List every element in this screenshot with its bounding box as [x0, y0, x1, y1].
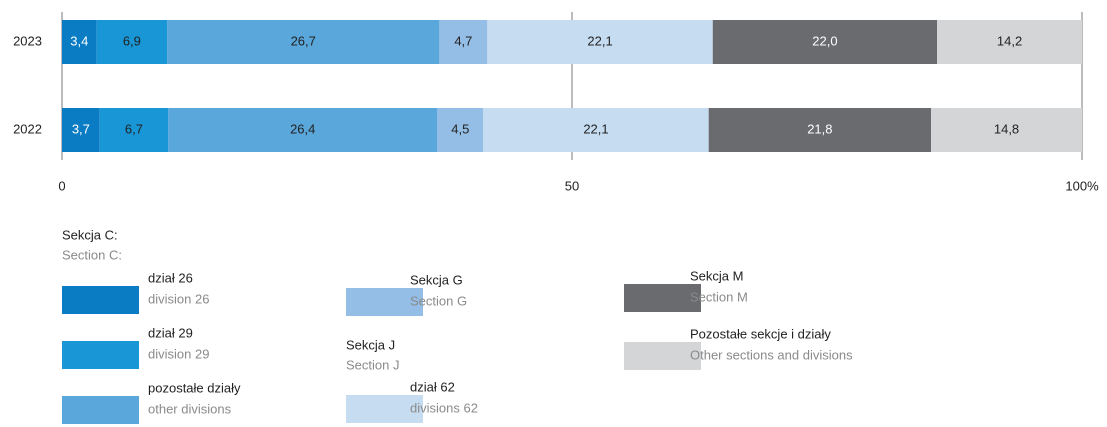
legend-label: dział 29	[148, 325, 193, 340]
legend-label-en: Other sections and divisions	[690, 347, 853, 362]
bar-segment	[708, 108, 932, 152]
legend-group-en: Section C:	[62, 247, 122, 262]
legend-swatch	[62, 396, 139, 424]
legend-swatch	[624, 284, 701, 312]
bar-segment	[937, 20, 1082, 64]
bar-segment	[712, 20, 938, 64]
bar-segment	[439, 20, 488, 64]
legend-swatch	[62, 341, 139, 369]
x-tick-label: 100%	[1065, 178, 1099, 193]
value-label: 4,7	[454, 33, 472, 48]
legend-label: pozostałe działy	[148, 380, 241, 395]
bar-segment	[487, 20, 713, 64]
legend-label: Sekcja G	[410, 272, 463, 287]
legend-label-en: Section G	[410, 293, 467, 308]
value-label: 22,1	[587, 33, 612, 48]
bar-segment	[167, 20, 440, 64]
legend-group: Sekcja J	[346, 337, 395, 352]
legend-label-en: division 29	[148, 346, 209, 361]
legend-group: Sekcja C:	[62, 227, 118, 242]
bar-segment	[437, 108, 484, 152]
x-tick-label: 0	[58, 178, 65, 193]
legend-label-en: Section M	[690, 289, 748, 304]
bar-segment	[483, 108, 709, 152]
legend-label: Sekcja M	[690, 268, 743, 283]
legend-label: Pozostałe sekcje i działy	[690, 326, 831, 341]
bar-segment	[168, 108, 438, 152]
legend-swatch	[624, 342, 701, 370]
y-tick-label: 2022	[13, 121, 42, 136]
legend-label: dział 62	[410, 379, 455, 394]
value-label: 22,0	[812, 33, 837, 48]
bar-segment	[96, 20, 168, 64]
value-label: 26,4	[290, 121, 315, 136]
legend-label-en: division 26	[148, 291, 209, 306]
value-label: 22,1	[583, 121, 608, 136]
legend-label: dział 26	[148, 270, 193, 285]
value-label: 21,8	[807, 121, 832, 136]
legend-swatch	[62, 286, 139, 314]
value-label: 6,7	[125, 121, 143, 136]
y-tick-label: 2023	[13, 33, 42, 48]
bar-segment	[99, 108, 169, 152]
value-label: 14,8	[994, 121, 1019, 136]
bar-segment	[931, 108, 1082, 152]
value-label: 14,2	[997, 33, 1022, 48]
legend-swatch	[346, 288, 423, 316]
legend-label-en: divisions 62	[410, 400, 478, 415]
value-label: 3,7	[72, 121, 90, 136]
value-label: 6,9	[123, 33, 141, 48]
value-label: 26,7	[291, 33, 316, 48]
legend-label-en: other divisions	[148, 401, 232, 416]
bar-segment	[62, 108, 100, 152]
legend-group-en: Section J	[346, 357, 399, 372]
legend-swatch	[346, 395, 423, 423]
x-tick-label: 50	[565, 178, 579, 193]
value-label: 4,5	[451, 121, 469, 136]
value-label: 3,4	[70, 33, 88, 48]
bar-segment	[62, 20, 97, 64]
